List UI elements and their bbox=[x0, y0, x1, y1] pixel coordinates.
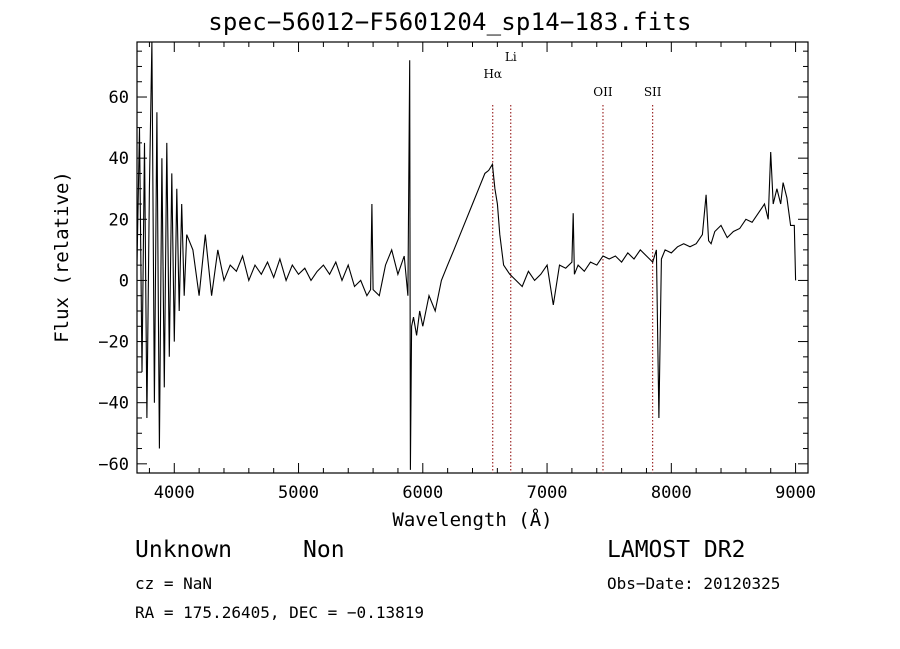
object-subclass: Non bbox=[303, 537, 345, 563]
x-tick-label: 7000 bbox=[527, 483, 568, 503]
line-marker-label: SII bbox=[644, 85, 662, 99]
chart-title: spec−56012−F5601204_sp14−183.fits bbox=[208, 8, 692, 36]
y-tick-label: 40 bbox=[109, 149, 129, 169]
x-tick-label: 6000 bbox=[402, 483, 443, 503]
y-tick-label: −60 bbox=[98, 455, 129, 475]
y-tick-label: −20 bbox=[98, 333, 129, 353]
survey-name: LAMOST DR2 bbox=[607, 537, 746, 563]
observation-date: Obs−Date: 20120325 bbox=[607, 574, 781, 593]
line-marker-label: Hα bbox=[483, 67, 502, 81]
spectrum-line bbox=[136, 41, 797, 470]
y-tick-label: 60 bbox=[109, 88, 129, 108]
y-axis-label: Flux (relative) bbox=[51, 171, 73, 343]
coordinates: RA = 175.26405, DEC = −0.13819 bbox=[135, 603, 424, 622]
x-axis-label: Wavelength (Å) bbox=[392, 509, 553, 531]
redshift-cz: cz = NaN bbox=[135, 574, 213, 593]
plot-frame bbox=[136, 41, 809, 474]
y-tick-label: 0 bbox=[119, 271, 129, 291]
axis-ticks bbox=[137, 42, 808, 473]
line-marker-label: Li bbox=[505, 50, 517, 64]
x-tick-label: 5000 bbox=[278, 483, 319, 503]
y-tick-label: −40 bbox=[98, 394, 129, 414]
axis-tick-labels: 4000 5000 6000 7000 8000 9000 −60 −40 −20 0 20 40 60 bbox=[98, 88, 816, 503]
x-tick-label: 8000 bbox=[651, 483, 692, 503]
y-tick-label: 20 bbox=[109, 210, 129, 230]
x-tick-label: 4000 bbox=[154, 483, 195, 503]
object-class: Unknown bbox=[135, 537, 232, 563]
line-marker-label: OII bbox=[593, 85, 613, 99]
x-tick-label: 9000 bbox=[775, 483, 816, 503]
